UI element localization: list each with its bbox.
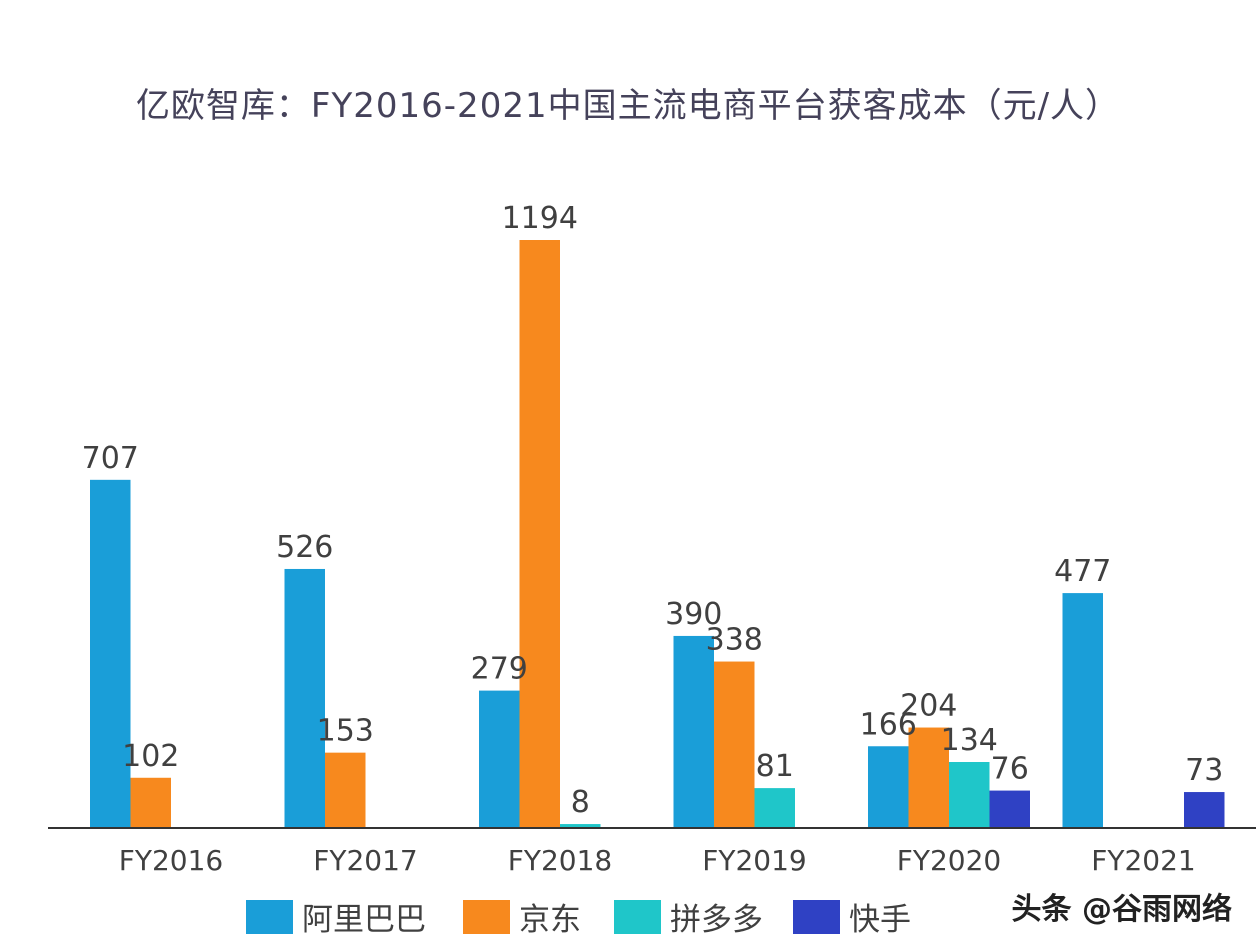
- bar-FY2020-拼多多: [949, 762, 990, 828]
- value-label: 8: [571, 785, 590, 820]
- bar-FY2020-京东: [908, 727, 949, 828]
- x-tick-label: FY2017: [313, 844, 417, 877]
- bar-FY2019-京东: [714, 661, 755, 828]
- value-label: 102: [122, 739, 179, 774]
- bar-FY2018-阿里巴巴: [479, 690, 520, 828]
- legend-label: 快手: [849, 902, 911, 938]
- value-label: 166: [860, 707, 917, 742]
- legend-swatch: [793, 900, 840, 934]
- bar-FY2018-拼多多: [560, 824, 601, 828]
- value-label: 81: [756, 749, 794, 784]
- value-label: 1194: [502, 201, 578, 236]
- x-tick-label: FY2016: [119, 844, 223, 877]
- bar-FY2016-阿里巴巴: [90, 479, 131, 828]
- legend-swatch: [463, 900, 510, 934]
- legend-label: 拼多多: [670, 902, 763, 938]
- legend: 阿里巴巴 京东 拼多多 快手: [246, 900, 911, 938]
- bar-FY2017-阿里巴巴: [284, 568, 325, 828]
- value-label: 73: [1185, 753, 1223, 788]
- chart-title: 亿欧智库：FY2016-2021中国主流电商平台获客成本（元/人）: [135, 86, 1121, 126]
- bar-FY2016-京东: [130, 777, 171, 828]
- value-label: 526: [276, 530, 333, 565]
- x-tick-label: FY2021: [1091, 844, 1195, 877]
- legend-label: 京东: [519, 902, 581, 938]
- bar-FY2020-快手: [989, 790, 1030, 828]
- value-label: 338: [706, 623, 763, 658]
- value-label: 134: [941, 723, 998, 758]
- value-label: 707: [82, 441, 139, 476]
- watermark: 头条 @谷雨网络: [1011, 892, 1232, 927]
- bar-FY2018-京东: [519, 240, 560, 828]
- bars-layer: [90, 240, 1225, 828]
- value-label: 279: [471, 652, 528, 687]
- value-label: 153: [317, 714, 374, 749]
- bar-FY2019-阿里巴巴: [673, 635, 714, 828]
- bar-FY2017-京东: [325, 752, 366, 828]
- value-label: 204: [900, 689, 957, 724]
- value-label: 477: [1054, 554, 1111, 589]
- x-tick-label: FY2019: [702, 844, 806, 877]
- value-label: 76: [991, 752, 1029, 787]
- bar-FY2021-阿里巴巴: [1062, 593, 1103, 828]
- bar-FY2021-快手: [1184, 792, 1225, 828]
- x-tick-label: FY2018: [508, 844, 612, 877]
- legend-swatch: [246, 900, 293, 934]
- x-tick-label: FY2020: [897, 844, 1001, 877]
- bar-FY2019-拼多多: [754, 788, 795, 828]
- value-label: 390: [665, 597, 722, 632]
- legend-swatch: [614, 900, 661, 934]
- bar-FY2020-阿里巴巴: [868, 746, 909, 828]
- x-axis-ticks: FY2016 FY2017 FY2018 FY2019 FY2020 FY2021: [119, 844, 1196, 877]
- legend-label: 阿里巴巴: [302, 902, 426, 938]
